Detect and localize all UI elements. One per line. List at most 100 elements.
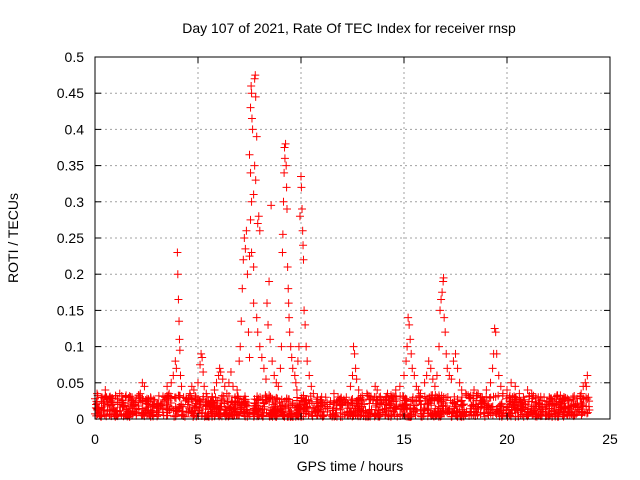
noise-point [441,401,450,410]
data-point [453,364,462,373]
data-point [294,342,303,351]
data-point [420,378,429,387]
data-point [281,139,290,148]
noise-point [98,393,107,402]
noise-point [273,403,282,412]
data-point [261,375,270,384]
x-axis-label: GPS time / hours [297,458,404,474]
noise-point [189,409,198,418]
noise-point [195,406,204,415]
noise-point [513,405,522,414]
noise-point [360,400,369,409]
data-point [350,349,359,358]
noise-point [326,397,335,406]
noise-point [430,394,439,403]
noise-point [283,396,292,405]
data-point [303,357,312,366]
noise-point [516,410,525,419]
noise-point [108,394,117,403]
noise-point [510,398,519,407]
noise-point [455,407,464,416]
noise-point [122,391,131,400]
noise-point [348,395,357,404]
noise-point [171,402,180,411]
data-point [247,89,256,98]
data-point [259,364,268,373]
data-point [443,364,452,373]
noise-point [576,391,585,400]
data-point [169,371,178,380]
noise-point [365,407,374,416]
noise-point [348,411,357,420]
noise-point [99,399,108,408]
noise-point [191,399,200,408]
noise-point [476,403,485,412]
noise-point [390,392,399,401]
data-point [490,324,499,333]
data-point [236,342,245,351]
noise-point [197,408,206,417]
noise-point [532,401,541,410]
noise-point [201,397,210,406]
noise-point [537,405,546,414]
data-point [406,335,415,344]
data-point [254,212,263,221]
data-point [138,378,147,387]
data-point [430,382,439,391]
noise-point [571,400,580,409]
noise-point [371,411,380,420]
data-point [264,320,273,329]
noise-point [479,397,488,406]
noise-point [545,410,554,419]
data-point [400,371,408,380]
noise-point [315,403,324,412]
noise-point [358,395,367,404]
data-point [257,353,266,362]
noise-point [355,396,364,405]
noise-point [347,396,356,405]
data-point [348,371,357,380]
noise-point [136,396,145,405]
data-point [404,313,413,322]
data-point [265,277,274,286]
y-tick-label: 0.1 [65,339,85,355]
noise-point [103,406,112,415]
data-point [291,378,300,387]
noise-point [410,408,418,417]
noise-point [529,406,538,415]
data-point [248,125,257,134]
data-point [247,197,256,206]
noise-point [122,405,131,414]
noise-point [293,393,302,402]
data-point [284,299,293,308]
noise-point [567,410,576,419]
noise-point [466,394,475,403]
data-point [253,328,262,337]
noise-point [330,398,339,407]
data-point [410,371,419,380]
data-point [200,382,209,391]
noise-point [134,391,143,400]
noise-point [382,407,391,416]
data-point [237,317,246,326]
noise-point [224,402,233,411]
data-point [297,172,305,181]
noise-point [310,403,319,412]
noise-point [378,405,387,414]
noise-point [505,391,514,400]
data-point [247,248,256,257]
data-point [218,375,227,384]
noise-point [213,401,222,410]
noise-point [237,403,246,412]
noise-point [557,399,566,408]
noise-point [311,407,320,416]
noise-point [496,405,505,414]
noise-point [177,401,186,410]
x-tick-label: 25 [602,431,618,447]
data-point [224,378,233,387]
data-point [288,364,297,373]
data-point [172,364,181,373]
noise-point [256,405,265,414]
data-point [403,342,412,351]
data-point [280,154,289,163]
